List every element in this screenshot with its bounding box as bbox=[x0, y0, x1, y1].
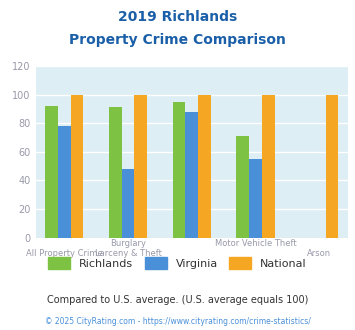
Bar bbox=[109, 108, 121, 238]
Text: Property Crime Comparison: Property Crime Comparison bbox=[69, 33, 286, 47]
Bar bbox=[121, 169, 134, 238]
Legend: Richlands, Virginia, National: Richlands, Virginia, National bbox=[44, 253, 311, 273]
Bar bbox=[45, 106, 58, 238]
Bar bbox=[173, 102, 185, 238]
Bar bbox=[134, 95, 147, 238]
Text: All Property Crime: All Property Crime bbox=[26, 249, 103, 258]
Text: © 2025 CityRating.com - https://www.cityrating.com/crime-statistics/: © 2025 CityRating.com - https://www.city… bbox=[45, 317, 310, 326]
Bar bbox=[71, 95, 83, 238]
Bar bbox=[58, 126, 71, 238]
Text: Burglary: Burglary bbox=[110, 239, 146, 248]
Bar bbox=[326, 95, 338, 238]
Text: 2019 Richlands: 2019 Richlands bbox=[118, 10, 237, 24]
Bar bbox=[198, 95, 211, 238]
Text: Larceny & Theft: Larceny & Theft bbox=[94, 249, 162, 258]
Text: Compared to U.S. average. (U.S. average equals 100): Compared to U.S. average. (U.S. average … bbox=[47, 295, 308, 305]
Bar bbox=[185, 112, 198, 238]
Text: Arson: Arson bbox=[307, 249, 331, 258]
Bar bbox=[262, 95, 274, 238]
Text: Motor Vehicle Theft: Motor Vehicle Theft bbox=[215, 239, 296, 248]
Bar bbox=[249, 159, 262, 238]
Bar bbox=[236, 136, 249, 238]
